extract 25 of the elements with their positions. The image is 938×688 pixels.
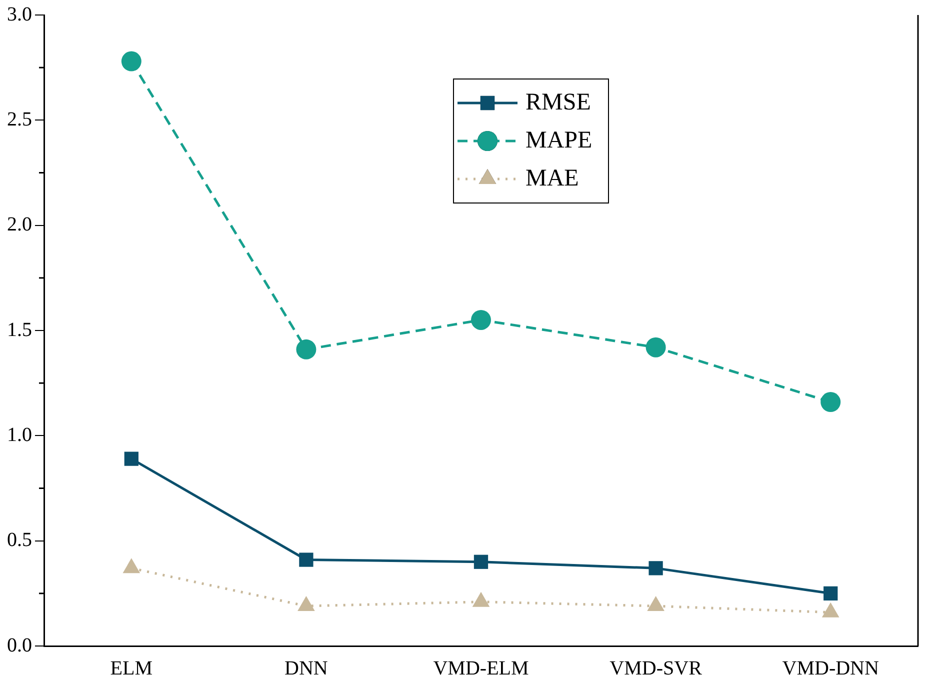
y-tick-label: 2.0 [7, 214, 32, 236]
legend-label: MAPE [526, 127, 592, 154]
y-tick-label: 1.0 [7, 424, 32, 446]
y-tick-label: 3.0 [7, 3, 32, 26]
point [474, 554, 488, 569]
point [648, 561, 663, 576]
point [296, 339, 316, 360]
y-tick-label: 1.5 [7, 318, 32, 341]
point [646, 337, 666, 358]
x-tick-label: ELM [110, 657, 153, 680]
legend-label: RMSE [526, 89, 591, 116]
x-tick-label: VMD-SVR [610, 657, 703, 680]
y-tick-label: 2.5 [7, 108, 32, 130]
legend-label: MAE [526, 165, 579, 192]
x-tick-label: VMD-ELM [433, 657, 529, 680]
point [299, 552, 314, 567]
point [124, 452, 138, 466]
x-tick-label: DNN [284, 657, 328, 680]
point [471, 310, 491, 330]
y-tick-label: 0.0 [7, 634, 32, 656]
x-tick-label: VMD-DNN [782, 657, 879, 680]
point [820, 392, 841, 412]
y-tick-label: 0.5 [7, 529, 32, 552]
point [824, 586, 838, 600]
point [121, 51, 142, 72]
